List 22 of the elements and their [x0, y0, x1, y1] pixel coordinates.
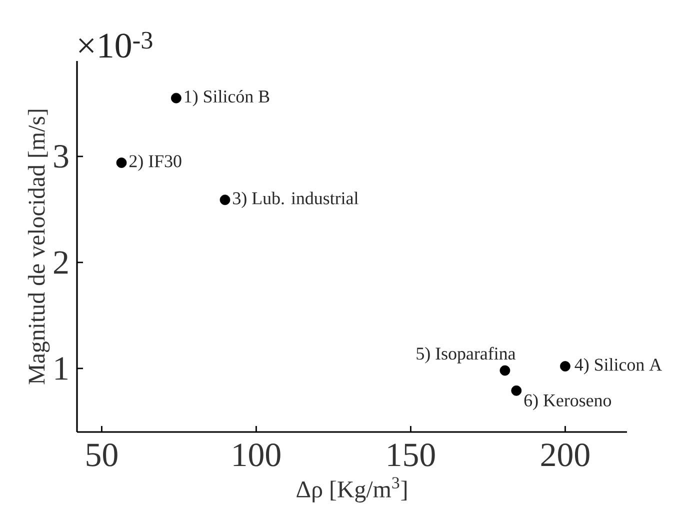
x-tick-label: 50: [86, 444, 118, 466]
annotation: 5) Isoparafina: [416, 346, 516, 364]
y-tick-label: 3: [54, 145, 68, 168]
point: [116, 158, 127, 168]
point: [500, 365, 510, 376]
point: [560, 361, 570, 372]
y-tick-label: 1: [56, 357, 68, 380]
annotation: 1) Silicón B: [184, 90, 270, 106]
annotation: 3) Lub. industrial: [233, 192, 358, 208]
text: ×10$^{-3}$: [79, 32, 152, 58]
x-tick-label: 150: [388, 444, 435, 466]
point: [511, 385, 522, 396]
x-axis-title: Δρ [Kg/m$^{3}$]: [296, 477, 406, 502]
point: [170, 92, 182, 104]
point: [220, 194, 230, 206]
annotation: 6) Keroseno: [524, 394, 612, 410]
y-axis-title: Magnitud de velocidad [m/s]: [28, 110, 50, 384]
annotation: 2) IF30: [129, 154, 182, 171]
x-tick-label: 100: [234, 444, 280, 466]
x-tick-label: 200: [541, 444, 590, 466]
annotation: 4) Silicon A: [574, 358, 662, 374]
y-tick-label: 2: [54, 251, 68, 274]
